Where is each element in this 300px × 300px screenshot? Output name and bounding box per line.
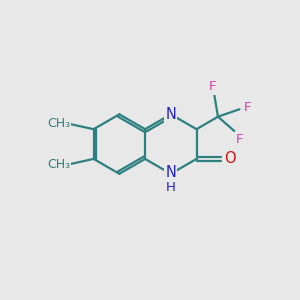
Text: O: O xyxy=(224,152,236,166)
Text: N: N xyxy=(165,107,176,122)
Text: F: F xyxy=(236,133,243,146)
Text: CH₃: CH₃ xyxy=(47,158,70,171)
Text: F: F xyxy=(209,80,217,94)
Text: F: F xyxy=(244,101,251,114)
Text: CH₃: CH₃ xyxy=(47,117,70,130)
Text: H: H xyxy=(166,181,176,194)
Text: N: N xyxy=(165,165,176,180)
